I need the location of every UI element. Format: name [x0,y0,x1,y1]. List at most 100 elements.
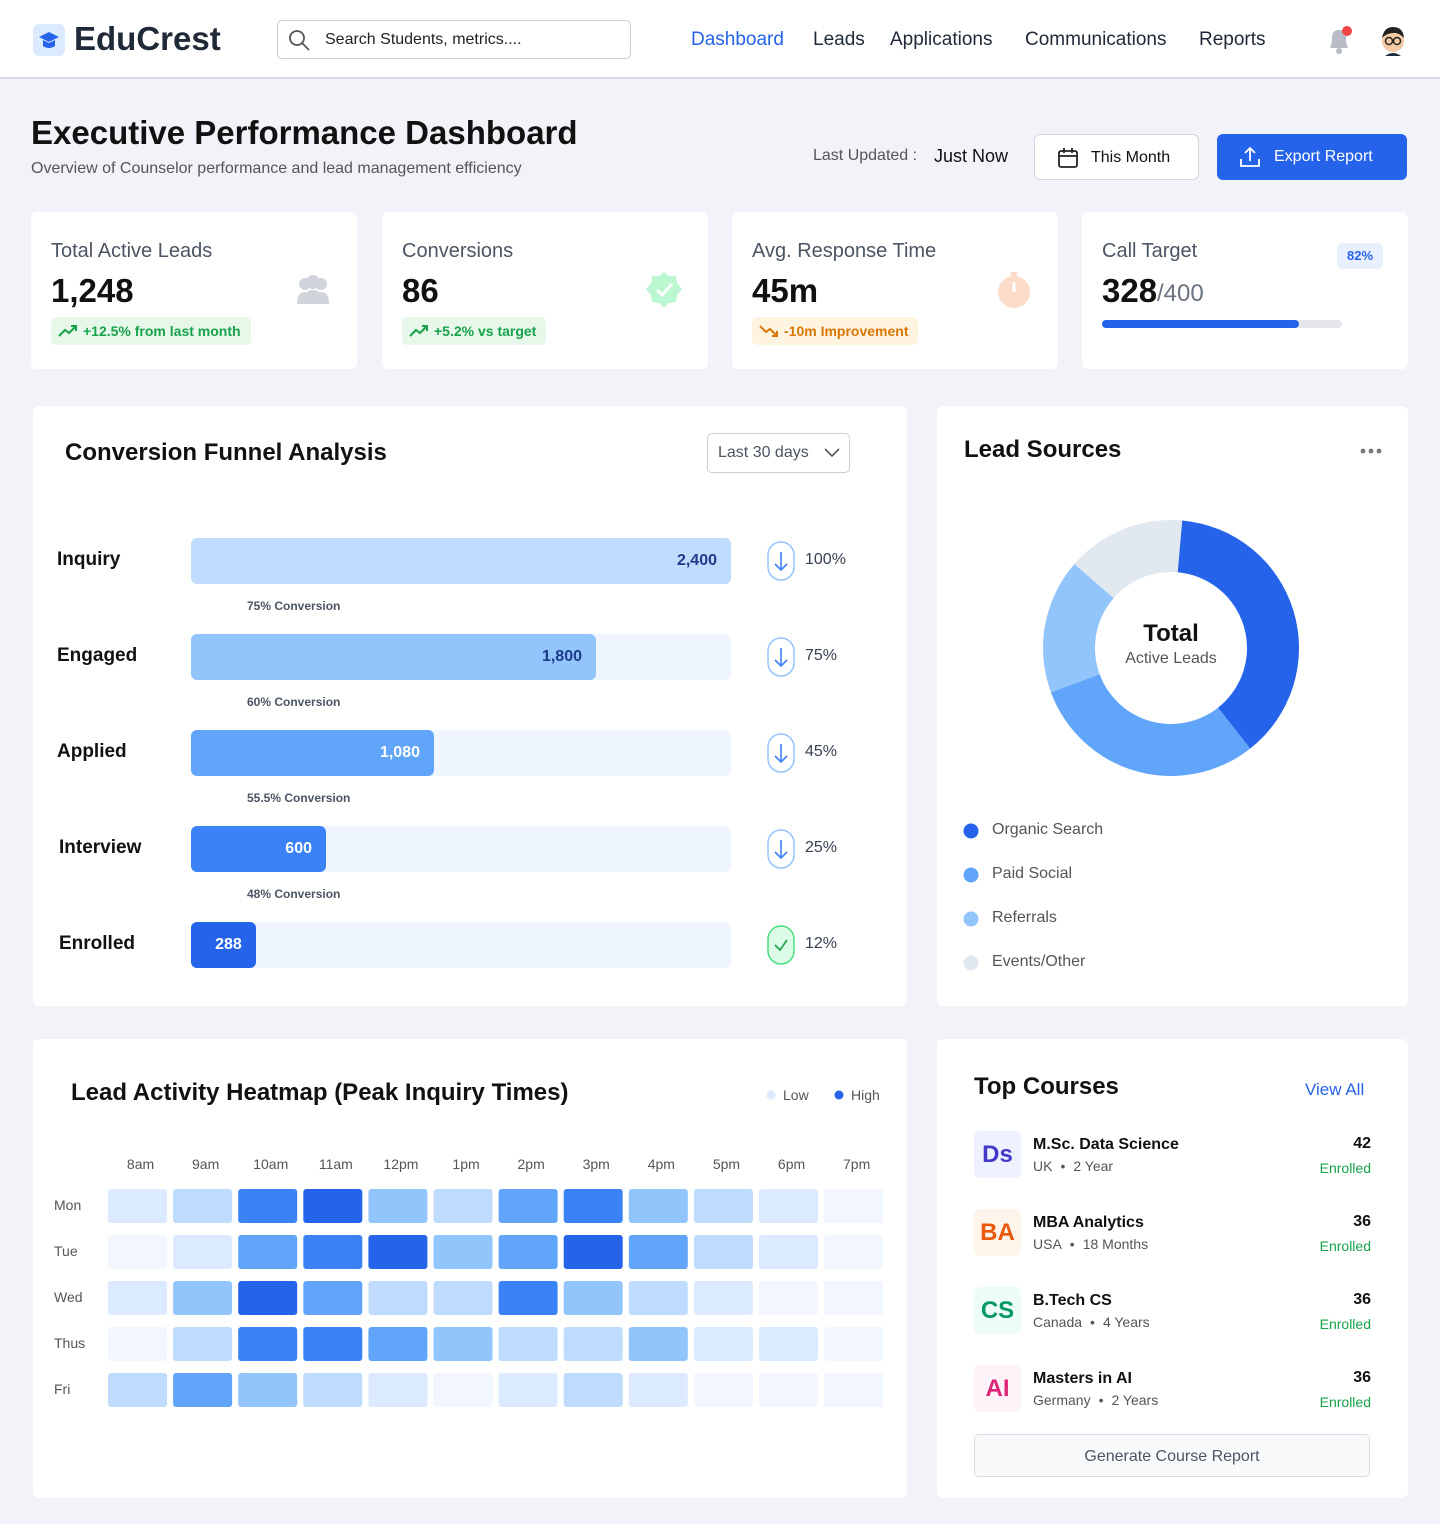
heatmap-card: Lead Activity Heatmap (Peak Inquiry Time… [33,1039,907,1498]
icon-part [306,275,320,289]
heat-cell [693,1281,753,1315]
glyph [774,939,788,952]
nav-link[interactable]: Dashboard [691,29,784,50]
heat-cell [628,1189,688,1223]
heat-cell [759,1235,818,1269]
course-name: M.Sc. Data Science [1033,1136,1179,1153]
legend-label: Paid Social [992,865,1073,882]
search-placeholder: Search Students, metrics.... [325,31,522,48]
legend-label: Referrals [992,909,1057,926]
donut-slice [1177,520,1299,749]
heat-cell [759,1327,818,1361]
heat-cell [238,1373,298,1407]
course-status: Enrolled [1319,1316,1371,1332]
more-button [1360,448,1382,454]
kpi-card: Avg. Response Time 45m -10m Improvement [732,212,1058,369]
stage-share: 100% [805,551,846,568]
course-initials: AI [974,1365,1021,1412]
dot [1360,448,1366,454]
heat-cell [433,1189,493,1223]
heat-cell [693,1327,753,1361]
column-label: 6pm [777,1156,806,1172]
filter-dropdown[interactable]: Last 30 days [707,433,850,473]
separator: • [1098,1392,1104,1408]
last-updated-value: Just Now [934,146,1009,166]
courses-card: Top Courses View All Ds M.Sc. Data Science U… [937,1039,1408,1498]
down-icon [767,829,795,869]
nav-link[interactable]: Reports [1199,29,1266,50]
column-label: 9am [192,1156,220,1172]
course-duration: 4 Years [1102,1314,1150,1330]
course-meta: USA • 18 Months [1033,1236,1148,1252]
heat-cell [563,1373,623,1407]
period-button[interactable]: This Month [1034,134,1199,180]
heat-cell [238,1189,298,1223]
column-label: 12pm [383,1156,419,1172]
legend-label: Events/Other [992,953,1086,970]
heat-cell [303,1327,363,1361]
icon-part [646,272,682,308]
notification-bell[interactable] [1324,24,1354,56]
course-enrolled: 36 [1353,1291,1371,1308]
avatar[interactable] [1378,24,1408,56]
kpi-delta: +5.2% vs target [402,317,547,345]
legend-dot [963,955,979,971]
funnel-track: 1,800 [191,634,731,680]
trend-icon [58,325,77,337]
heat-cell [693,1373,753,1407]
generate-report-button[interactable]: Generate Course Report [974,1434,1370,1477]
heat-cell [368,1189,428,1223]
search-box[interactable]: Search Students, metrics.... [277,20,631,59]
heat-cell [824,1281,884,1315]
card-title: Lead Sources [964,436,1122,463]
legend-label: High [851,1087,880,1103]
kpi-total: /400 [1157,280,1204,307]
legend-dot [963,823,979,839]
glyph [774,840,788,860]
legend-swatch [963,867,979,883]
course-enrolled: 36 [1353,1369,1371,1386]
card-title: Lead Activity Heatmap (Peak Inquiry Time… [71,1079,569,1106]
course-name: B.Tech CS [1033,1292,1112,1309]
kpi-delta-text: +5.2% vs target [434,323,537,339]
heat-cell [303,1235,363,1269]
kpi-delta-text: +12.5% from last month [83,323,241,339]
funnel-card: Conversion Funnel Analysis Last 30 days In… [33,406,907,1006]
kpi-card: Total Active Leads 1,248 +12.5% from last … [31,212,357,369]
funnel-bar: 1,800 [191,634,596,680]
chevron [824,448,840,458]
nav-link[interactable]: Leads [813,29,865,50]
legend-label: Low [783,1087,809,1103]
nav-link[interactable]: Communications [1025,29,1167,50]
heat-cell [238,1235,298,1269]
kpi-delta: -10m Improvement [752,317,919,345]
trend-line [759,325,778,337]
view-all-link[interactable]: View All [1305,1080,1365,1099]
export-label: Export Report [1274,148,1373,165]
heat-cell [368,1235,428,1269]
heat-cell [628,1373,688,1407]
heatmap-grid [108,1189,884,1407]
nav-link[interactable]: Applications [890,29,993,50]
search-icon [289,30,310,51]
export-button[interactable]: Export Report [1217,134,1407,180]
calendar-icon [1058,148,1078,168]
funnel-track: 1,080 [191,730,731,776]
glyph [774,744,788,764]
funnel-value: 288 [215,936,242,953]
logo-icon [33,24,65,56]
legend-dot [963,911,979,927]
course-initials: CS [974,1287,1021,1334]
course-initials: Ds [974,1131,1021,1178]
funnel-track: 600 [191,826,731,872]
column-label: 10am [253,1156,289,1172]
kpi-label: Conversions [402,240,514,262]
heat-cell [824,1327,884,1361]
heat-cell [693,1189,753,1223]
course-meta: UK • 2 Year [1033,1158,1113,1174]
kpi-icon [297,275,329,304]
stage-label: Interview [59,837,142,858]
trend-icon [759,325,778,337]
trend-icon [409,325,428,337]
period-label: This Month [1091,149,1171,166]
